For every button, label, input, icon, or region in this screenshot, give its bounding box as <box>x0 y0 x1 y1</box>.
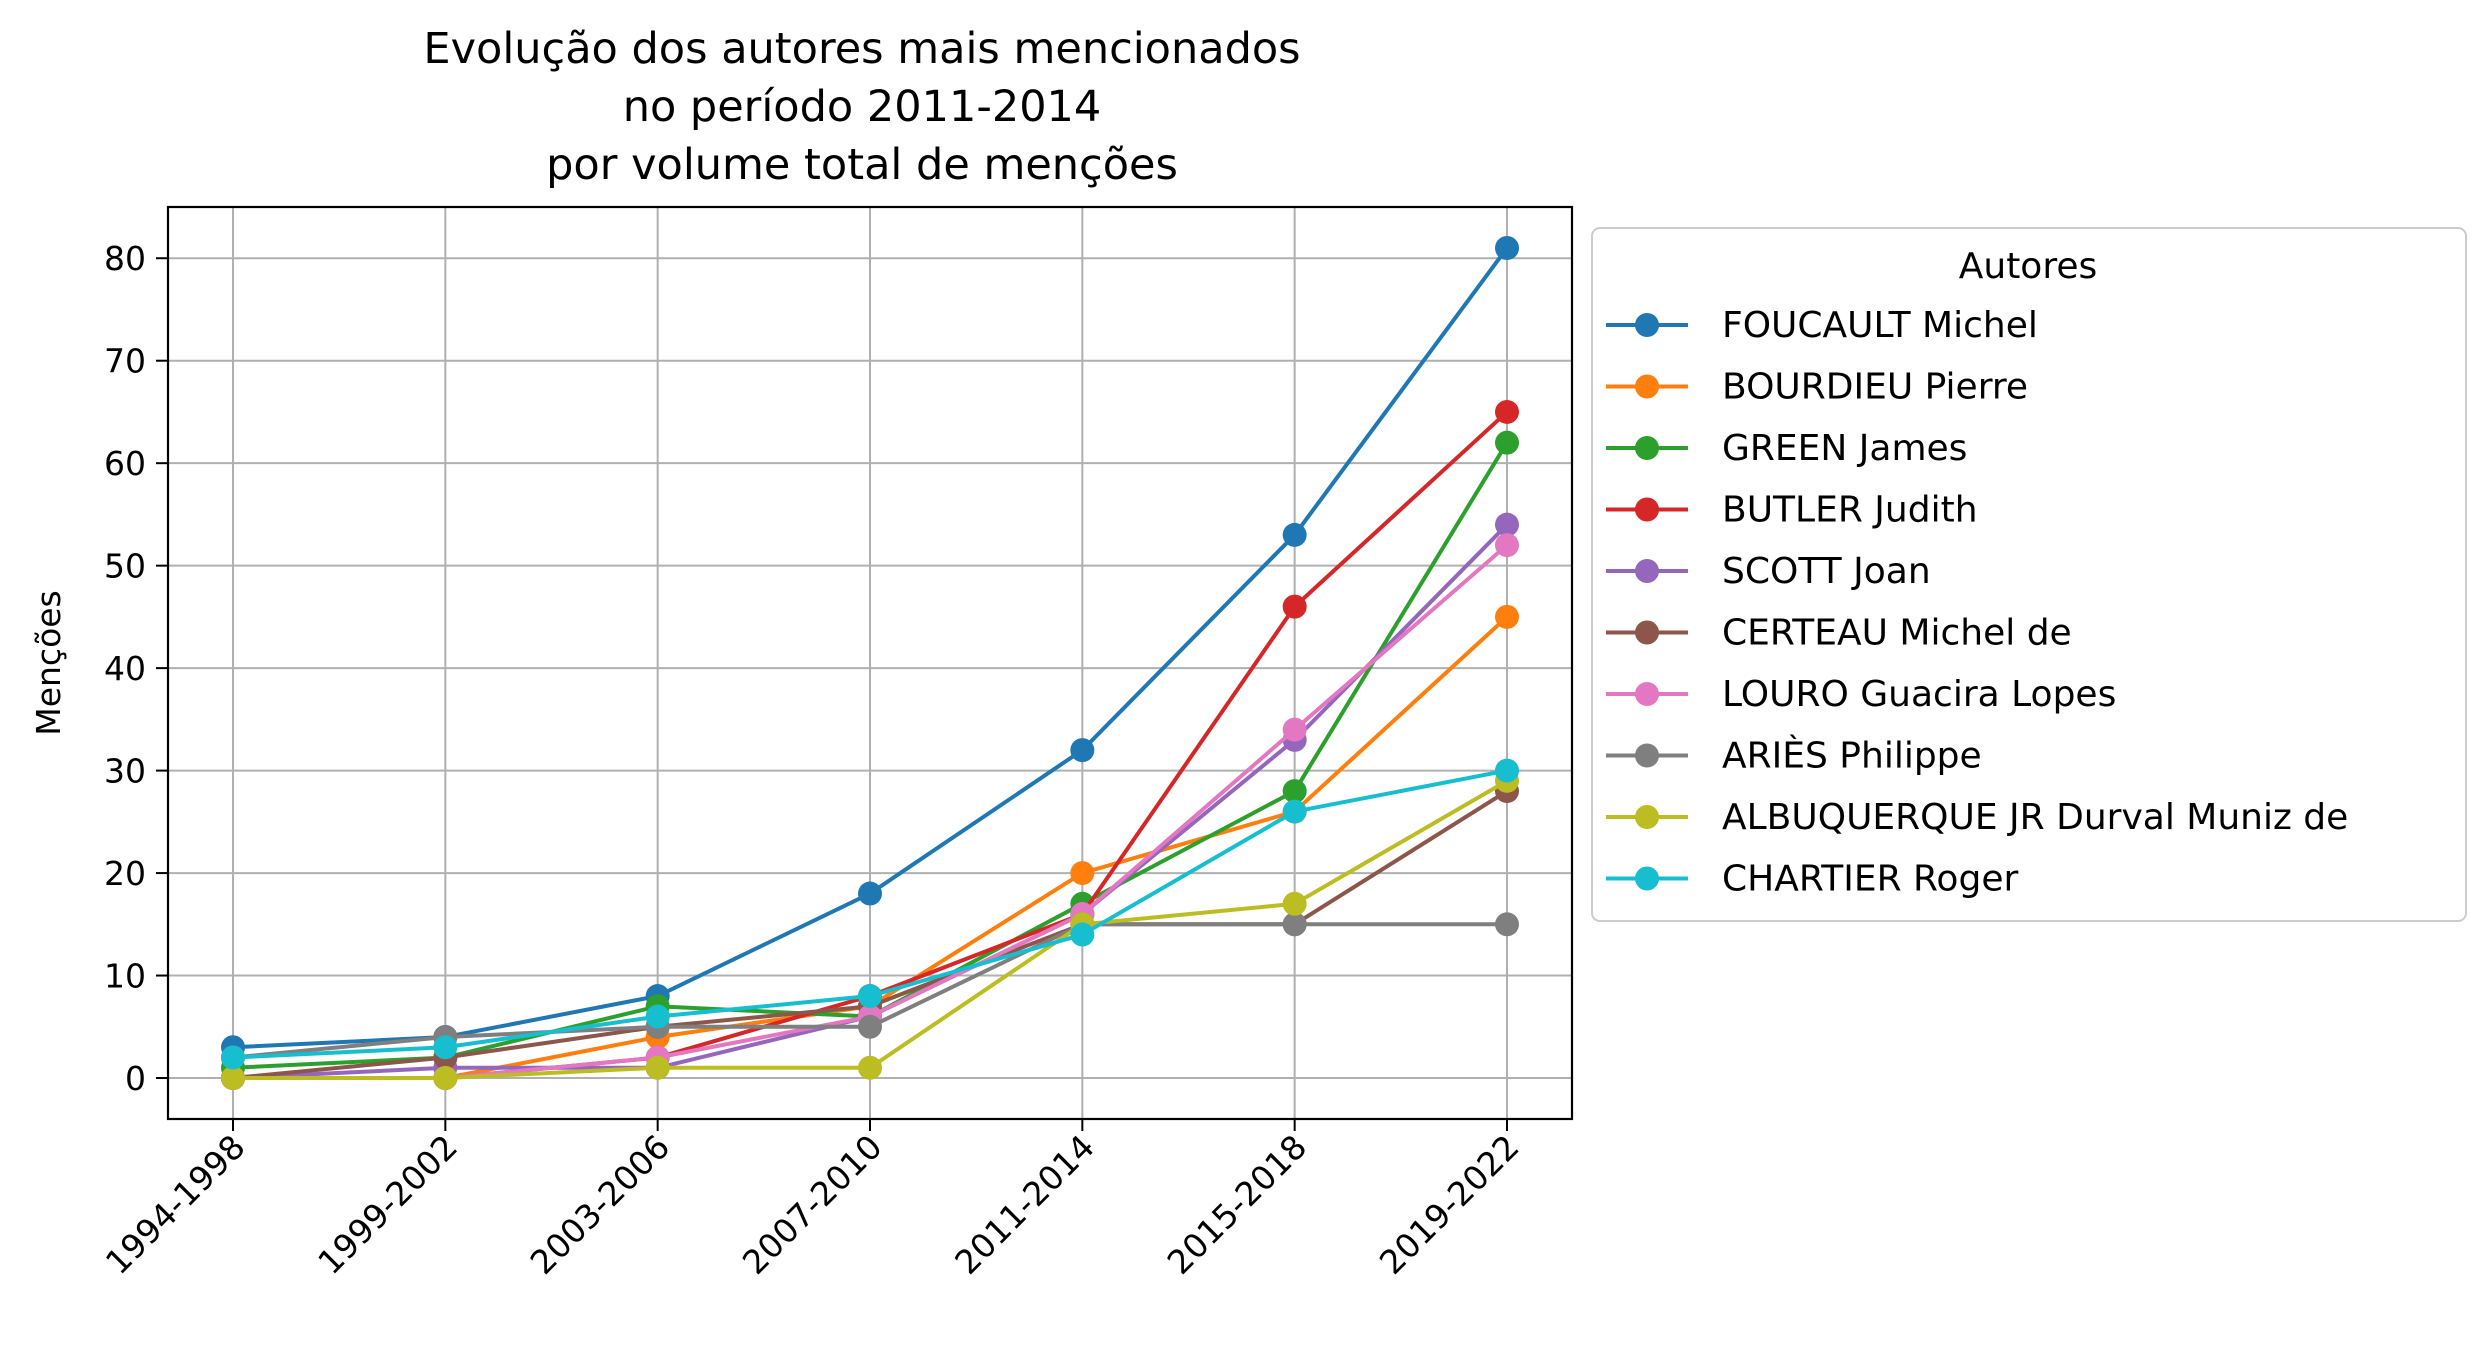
x-tick-label: 2011-2014 <box>947 1127 1102 1282</box>
legend-item: FOUCAULT Michel <box>1606 305 2038 346</box>
y-tick-label: 20 <box>104 854 146 893</box>
legend-box <box>1591 227 2467 922</box>
legend-item: LOURO Guacira Lopes <box>1606 674 2116 715</box>
legend-marker <box>1635 497 1659 522</box>
y-axis-label: Menções <box>29 590 68 736</box>
legend-label: BOURDIEU Pierre <box>1722 367 2028 408</box>
x-axis: 1994-1998 1999-2002 2003-2006 2007-2010 2011… <box>98 1119 1527 1282</box>
series-lines <box>221 235 1519 1091</box>
y-tick-label: 30 <box>104 752 146 791</box>
legend-label: LOURO Guacira Lopes <box>1722 674 2116 715</box>
y-tick-label: 80 <box>104 239 146 278</box>
y-tick-label: 0 <box>125 1059 146 1098</box>
data-point <box>645 1055 670 1080</box>
legend-items: FOUCAULT Michel BOURDIEU Pierre GREEN Jame… <box>1606 305 2348 900</box>
data-point <box>433 1035 458 1060</box>
data-point <box>858 1014 882 1039</box>
legend-item: CHARTIER Roger <box>1606 859 2018 900</box>
data-point <box>1495 604 1519 629</box>
legend-marker <box>1635 805 1659 829</box>
chart-title-line: por volume total de menções <box>546 140 1178 190</box>
y-tick-label: 70 <box>104 342 146 381</box>
legend-marker <box>1635 682 1659 706</box>
legend-marker <box>1635 559 1659 583</box>
legend-title: Autores <box>1959 246 2098 287</box>
legend-item: BUTLER Judith <box>1606 490 1978 531</box>
y-axis: 0 10 20 30 40 50 60 70 80 <box>104 239 168 1098</box>
data-point <box>1495 758 1519 783</box>
data-point <box>1282 912 1307 937</box>
data-point <box>1282 717 1307 742</box>
data-point <box>858 984 882 1009</box>
data-point <box>1495 235 1519 260</box>
data-point <box>1495 399 1519 424</box>
legend-item: ALBUQUERQUE JR Durval Muniz de <box>1606 797 2348 838</box>
legend-label: SCOTT Joan <box>1722 551 1931 592</box>
data-point <box>1070 922 1095 947</box>
data-point <box>1495 912 1519 937</box>
x-tick-label: 2015-2018 <box>1160 1127 1315 1282</box>
series-9 <box>221 758 1519 1070</box>
legend-marker <box>1635 374 1659 399</box>
data-point <box>1495 430 1519 455</box>
legend-item: CERTEAU Michel de <box>1606 613 2072 654</box>
data-point <box>1282 799 1307 824</box>
data-point <box>1070 738 1095 763</box>
legend-item: GREEN James <box>1606 428 1967 469</box>
legend-label: BUTLER Judith <box>1722 490 1978 531</box>
chart-title-line: Evolução dos autores mais mencionados <box>423 24 1300 74</box>
legend-item: ARIÈS Philippe <box>1606 735 1982 777</box>
data-point <box>221 1045 245 1070</box>
legend-marker <box>1635 866 1659 891</box>
legend-label: ALBUQUERQUE JR Durval Muniz de <box>1722 797 2348 838</box>
x-tick-label: 1999-2002 <box>310 1127 465 1282</box>
legend-marker <box>1635 620 1659 645</box>
y-tick-label: 50 <box>104 547 146 586</box>
data-point <box>1070 861 1095 886</box>
y-tick-label: 40 <box>104 649 146 688</box>
data-point <box>1282 779 1307 804</box>
x-tick-label: 1994-1998 <box>98 1127 253 1282</box>
x-tick-label: 2019-2022 <box>1372 1127 1527 1282</box>
data-point <box>1282 891 1307 916</box>
legend-label: FOUCAULT Michel <box>1722 305 2038 346</box>
data-point <box>1282 594 1307 619</box>
data-point <box>645 1004 670 1029</box>
legend-item: BOURDIEU Pierre <box>1606 367 2028 408</box>
y-tick-label: 60 <box>104 444 146 483</box>
legend-label: CERTEAU Michel de <box>1722 613 2072 654</box>
data-point <box>221 1066 245 1091</box>
data-point <box>858 1055 882 1080</box>
chart-title: Evolução dos autores mais mencionados no … <box>423 24 1300 190</box>
data-point <box>433 1066 458 1091</box>
legend-marker <box>1635 743 1659 768</box>
x-tick-label: 2003-2006 <box>523 1127 678 1282</box>
grid <box>168 207 1572 1119</box>
y-tick-label: 10 <box>104 957 146 996</box>
legend-label: CHARTIER Roger <box>1722 859 2018 900</box>
legend-label: GREEN James <box>1722 428 1967 469</box>
legend-marker <box>1635 436 1659 460</box>
legend-marker <box>1635 313 1659 337</box>
legend-label: ARIÈS Philippe <box>1722 735 1982 777</box>
x-tick-label: 2007-2010 <box>735 1127 890 1282</box>
legend-item: SCOTT Joan <box>1606 551 1931 592</box>
data-point <box>858 881 882 906</box>
data-point <box>1495 533 1519 558</box>
legend: Autores FOUCAULT Michel BOURDIEU Pierre GR… <box>1591 227 2467 922</box>
data-point <box>1282 522 1307 547</box>
chart-title-line: no período 2011-2014 <box>623 82 1102 132</box>
data-point <box>1495 512 1519 537</box>
